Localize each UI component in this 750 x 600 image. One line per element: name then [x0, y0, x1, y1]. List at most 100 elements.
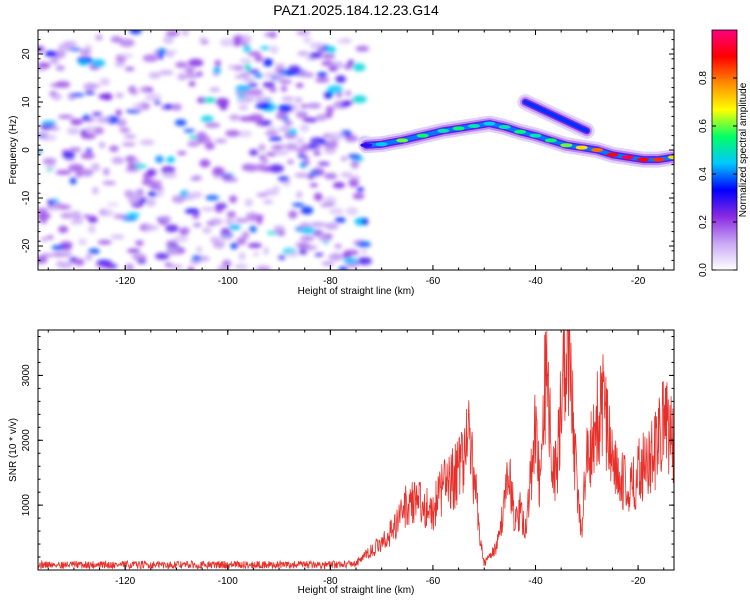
noise-blob [245, 212, 259, 221]
noise-blob [187, 58, 204, 67]
snr-plot: -120 -100 -80 -60 -40 -20 1000 2000 3000 [21, 329, 675, 587]
x-tick-label: -60 [426, 276, 441, 287]
noise-blob [121, 216, 138, 222]
noise-blob [182, 30, 189, 36]
noise-blob [213, 66, 222, 75]
noise-blob [96, 116, 111, 123]
noise-blob [139, 139, 155, 146]
noise-blob [70, 118, 83, 126]
noise-blob [327, 85, 343, 94]
noise-blob [268, 136, 283, 142]
y-tick-label: 2000 [21, 429, 32, 452]
colorbar-tick-label: 0.2 [698, 215, 709, 229]
noise-blob [187, 140, 200, 147]
noise-blob [136, 188, 144, 195]
y-tick-label: 20 [21, 48, 32, 60]
noise-blob [167, 156, 175, 162]
noise-blob [148, 72, 161, 79]
noise-blob [55, 81, 71, 88]
noise-blob [309, 183, 319, 188]
noise-blob [278, 255, 286, 260]
noise-blob [326, 91, 334, 98]
noise-blob [184, 193, 196, 198]
noise-blob [301, 226, 316, 235]
noise-blob [187, 266, 195, 270]
spectrogram-ridge [358, 94, 674, 168]
noise-blob [347, 59, 355, 66]
colorbar-tick-label: 0.4 [698, 167, 709, 181]
noise-blob [163, 35, 174, 45]
noise-blob [149, 185, 163, 190]
noise-blob [270, 145, 283, 150]
noise-blob [42, 157, 57, 165]
noise-blob [196, 131, 207, 140]
noise-blob [247, 82, 258, 88]
noise-blob [221, 173, 232, 181]
noise-blob [95, 34, 103, 41]
noise-blob [184, 66, 195, 74]
noise-blob [66, 127, 80, 135]
noise-blob [317, 161, 330, 166]
noise-blob [281, 96, 295, 102]
noise-blob [70, 93, 85, 97]
noise-blob [124, 189, 134, 198]
noise-blob [62, 40, 77, 48]
noise-blob [40, 253, 54, 258]
noise-blob [256, 192, 269, 197]
noise-blob [109, 145, 119, 152]
noise-blob [273, 150, 289, 156]
noise-blob [111, 156, 125, 165]
noise-blob [302, 245, 318, 251]
noise-blob [64, 250, 73, 258]
noise-blob [258, 143, 266, 152]
spectrogram-noise-field [38, 30, 372, 270]
noise-blob [244, 164, 260, 172]
noise-blob [145, 198, 156, 207]
noise-blob [309, 52, 323, 59]
noise-blob [256, 216, 263, 225]
noise-blob [209, 218, 223, 226]
noise-blob [279, 79, 292, 84]
noise-blob [357, 257, 372, 265]
noise-blob [261, 158, 269, 165]
x-tick-label: -100 [218, 276, 238, 287]
noise-blob [46, 235, 54, 240]
noise-blob [256, 265, 271, 270]
noise-blob [212, 240, 226, 249]
noise-blob [155, 252, 170, 260]
noise-blob [205, 195, 220, 201]
noise-blob [193, 223, 202, 227]
noise-blob [105, 115, 120, 124]
noise-blob [278, 176, 290, 182]
y-tick-label: 3000 [21, 364, 32, 387]
ridge-peak [483, 121, 496, 126]
noise-blob [45, 204, 61, 211]
noise-blob [309, 42, 324, 50]
noise-blob [237, 94, 245, 100]
noise-blob [125, 155, 137, 163]
noise-blob [345, 207, 359, 216]
noise-blob [324, 172, 338, 180]
noise-blob [319, 231, 326, 240]
noise-blob [78, 59, 90, 66]
noise-blob [232, 65, 245, 71]
noise-blob [228, 64, 235, 70]
noise-blob [38, 150, 43, 154]
noise-blob [340, 156, 347, 162]
noise-blob [247, 242, 263, 249]
noise-blob [269, 87, 277, 93]
ridge-peak [529, 133, 542, 138]
branch-band [523, 100, 589, 133]
noise-blob [273, 225, 285, 233]
noise-blob [212, 166, 224, 176]
noise-blob [296, 30, 311, 36]
noise-blob [340, 101, 352, 107]
noise-blob [58, 225, 69, 233]
ridge-peak [416, 133, 429, 138]
noise-blob [203, 97, 217, 103]
noise-blob [62, 151, 76, 159]
noise-blob [299, 124, 310, 132]
noise-blob [192, 175, 202, 180]
noise-blob [348, 178, 360, 188]
noise-blob [142, 54, 159, 62]
